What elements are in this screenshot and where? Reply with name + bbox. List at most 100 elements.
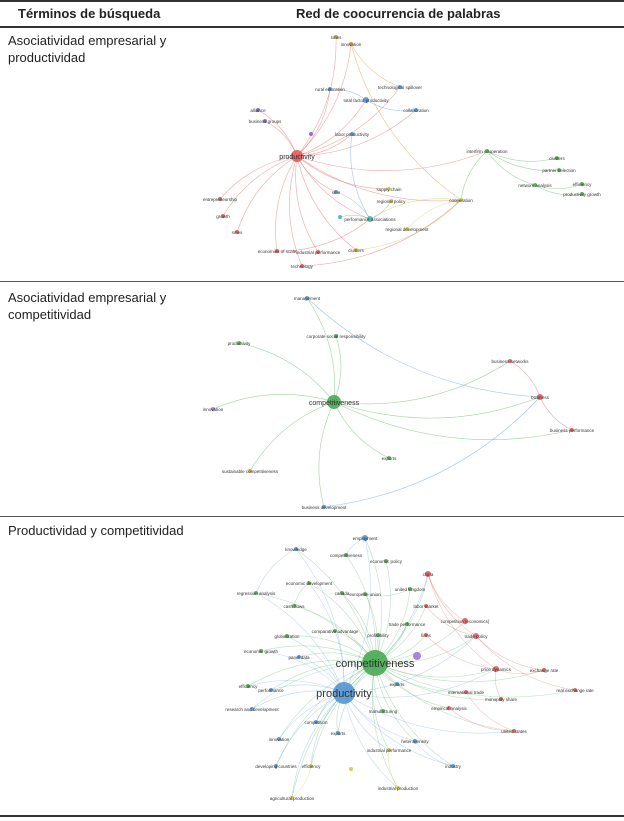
- network-node: [363, 97, 369, 103]
- network-node: [354, 248, 358, 252]
- network-node: [367, 216, 373, 222]
- network-node: [300, 264, 304, 268]
- network-node: [362, 535, 368, 541]
- node-label: developing countries: [255, 764, 297, 769]
- node-label: labor productivity: [335, 132, 370, 137]
- node-label: performance: [258, 688, 284, 693]
- network-edge: [291, 765, 312, 799]
- network-node: [447, 706, 451, 710]
- network-node: [533, 183, 537, 187]
- node-label: empirical analysis: [431, 706, 467, 711]
- network-edge: [495, 668, 545, 675]
- node-label: regional policy: [377, 199, 407, 204]
- node-label: productivity: [316, 688, 372, 700]
- network-edge: [318, 401, 335, 508]
- network-edge: [329, 88, 367, 101]
- network-edge: [255, 592, 345, 694]
- node-label: canada: [335, 591, 350, 596]
- network-edge: [343, 692, 515, 734]
- network-edge: [323, 396, 541, 508]
- network-node: [259, 649, 263, 653]
- network-edge: [306, 297, 541, 398]
- network-node: [218, 197, 222, 201]
- network-node: [387, 187, 391, 191]
- row-term-1: Asociatividad empresarial y productivida…: [8, 33, 167, 65]
- node-label: collaboration: [403, 108, 429, 113]
- network-edge: [212, 394, 335, 410]
- network-node: [344, 553, 348, 557]
- node-label: performance associations: [344, 217, 396, 222]
- node-label: competitiveness: [336, 658, 415, 670]
- node-label: sme: [332, 190, 341, 195]
- network-edge: [539, 396, 573, 431]
- network-node: [413, 652, 421, 660]
- network-node: [294, 547, 298, 551]
- network-edge: [343, 635, 477, 694]
- network-edge: [486, 150, 560, 171]
- network-node: [573, 688, 577, 692]
- node-label: business development: [302, 505, 348, 510]
- network-node: [424, 604, 428, 608]
- network-edge: [308, 582, 345, 694]
- network-node: [580, 182, 584, 186]
- node-label: international trade: [448, 690, 485, 695]
- node-label: efficiency: [302, 764, 321, 769]
- node-label: agricultural production: [270, 796, 315, 801]
- network-node: [508, 359, 512, 363]
- network-edge: [425, 605, 477, 637]
- network-node: [328, 87, 332, 91]
- network-edge: [369, 198, 462, 220]
- node-label: labor market: [413, 604, 439, 609]
- network-node: [451, 764, 455, 768]
- network-node: [485, 149, 489, 153]
- node-label: growth: [216, 214, 230, 219]
- node-label: research and development: [225, 707, 279, 712]
- network-node: [424, 633, 428, 637]
- network-edge: [301, 199, 462, 267]
- network-edge: [475, 635, 545, 671]
- network-edge: [295, 155, 319, 253]
- network-edge: [291, 692, 345, 799]
- network-edge: [350, 43, 401, 88]
- network-node: [362, 650, 388, 676]
- network-node: [512, 729, 516, 733]
- network-node: [413, 739, 417, 743]
- node-label: efficiency: [573, 182, 592, 187]
- node-label: trade policy: [464, 634, 488, 639]
- network-edge: [448, 707, 515, 732]
- network-node: [256, 108, 260, 112]
- network-node: [292, 604, 296, 608]
- network-edge: [465, 691, 515, 732]
- network-edge: [333, 360, 511, 405]
- network-node: [395, 682, 399, 686]
- network-node: [398, 85, 402, 89]
- network-node: [211, 407, 215, 411]
- node-label: competition: [304, 720, 328, 725]
- node-label: rural education: [315, 87, 345, 92]
- node-label: productivity: [279, 154, 315, 161]
- network-edge: [296, 36, 337, 157]
- network-edge: [350, 43, 462, 201]
- network-node: [462, 618, 468, 624]
- node-label: china: [423, 572, 434, 577]
- network-node: [499, 697, 503, 701]
- node-label: industry: [445, 764, 462, 769]
- network-edge: [296, 99, 367, 157]
- network-node: [221, 214, 225, 218]
- network-edge: [374, 662, 454, 767]
- network-edge: [374, 662, 416, 742]
- network-edge: [364, 537, 383, 664]
- network-edge: [275, 155, 298, 252]
- network-edge: [296, 155, 357, 251]
- node-label: smes: [232, 230, 244, 235]
- network-edge: [255, 592, 376, 664]
- node-label: economic growth: [244, 649, 279, 654]
- network-edge: [295, 548, 345, 694]
- network-edge: [427, 573, 466, 622]
- node-label: cash flows: [283, 604, 305, 609]
- network-edge: [296, 150, 488, 171]
- network-node: [389, 199, 393, 203]
